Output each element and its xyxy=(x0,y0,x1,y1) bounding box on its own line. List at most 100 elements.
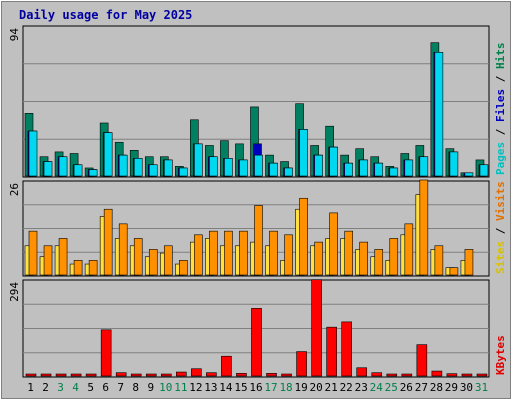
day-label: 22 xyxy=(340,381,353,394)
bar-pages xyxy=(88,169,98,177)
bar-pages xyxy=(299,129,308,177)
bar-pages xyxy=(389,167,399,177)
legend-entry: / xyxy=(494,69,507,89)
bar-pages xyxy=(449,151,459,177)
day-label: 28 xyxy=(430,381,443,394)
day-label: 7 xyxy=(117,381,124,394)
panel-ymax-label: 26 xyxy=(8,183,21,196)
legend-entry: Visits xyxy=(494,181,507,221)
day-label: 26 xyxy=(400,381,413,394)
legend-entry: / xyxy=(494,221,507,241)
bar-visits xyxy=(374,249,384,276)
panel-hits_files_pages: 94 Pages / Files / Hits xyxy=(8,25,507,178)
bar-kbytes xyxy=(236,373,247,377)
bar-pages xyxy=(28,130,38,177)
legend-entry: KBytes xyxy=(494,335,507,375)
bar-kbytes xyxy=(25,373,37,377)
day-label: 12 xyxy=(189,381,202,394)
bar-pages xyxy=(224,158,233,177)
bar-kbytes xyxy=(130,373,142,377)
day-label: 19 xyxy=(294,381,307,394)
bar-visits xyxy=(209,230,218,276)
bar-pages xyxy=(404,159,414,177)
bar-visits xyxy=(103,208,113,276)
bar-visits xyxy=(28,230,38,276)
bar-kbytes xyxy=(401,373,413,377)
day-label: 27 xyxy=(415,381,428,394)
bar-kbytes xyxy=(461,373,473,377)
bar-pages xyxy=(209,156,218,177)
bar-pages xyxy=(434,52,444,177)
bar-visits xyxy=(73,260,83,276)
bar-pages xyxy=(359,159,369,177)
bar-visits xyxy=(269,230,278,276)
bar-kbytes xyxy=(160,373,172,377)
day-label: 16 xyxy=(249,381,262,394)
bar-pages xyxy=(133,158,143,177)
bar-kbytes xyxy=(371,372,383,377)
bar-kbytes xyxy=(40,373,52,377)
bar-pages xyxy=(479,164,489,177)
panel-ymax-label: 294 xyxy=(8,282,21,302)
bar-pages xyxy=(43,161,53,177)
bar-visits xyxy=(43,245,53,276)
bar-kbytes xyxy=(55,373,67,377)
bar-pages xyxy=(179,167,188,177)
bar-kbytes xyxy=(341,321,352,377)
bar-pages xyxy=(464,172,474,177)
bar-pages xyxy=(329,146,338,177)
day-label: 4 xyxy=(72,381,79,394)
day-label: 23 xyxy=(355,381,368,394)
panel-legend: Pages / Files / Hits xyxy=(494,43,507,176)
legend-entry: / xyxy=(494,122,507,142)
bar-kbytes xyxy=(266,373,277,377)
bar-pages xyxy=(284,167,293,177)
bar-visits xyxy=(449,267,459,276)
bar-pages xyxy=(344,162,353,177)
day-label: 29 xyxy=(445,381,458,394)
day-label: 21 xyxy=(325,381,338,394)
bar-visits xyxy=(118,223,128,276)
bar-visits xyxy=(329,212,338,276)
bar-kbytes xyxy=(191,368,202,377)
panel-legend: Sites / Visits xyxy=(494,181,507,274)
day-axis-labels: 1 2 3 4 5 6 7 8 9 10 11 12 13 14 15 16 17 18 19 20 21 22 23 24 2… xyxy=(27,381,488,394)
bar-pages xyxy=(194,143,203,177)
bar-kbytes xyxy=(356,367,368,377)
bar-visits xyxy=(389,238,399,276)
chart-panels: 94 Pages / Files / Hits 26 Sites / Visits 29… xyxy=(8,25,507,378)
bar-kbytes xyxy=(251,308,262,377)
bar-visits xyxy=(179,260,188,276)
bar-kbytes xyxy=(115,372,127,377)
bar-kbytes xyxy=(100,329,112,377)
bar-pages xyxy=(148,164,158,177)
day-label: 1 xyxy=(27,381,34,394)
bar-pages xyxy=(163,159,173,177)
bar-visits xyxy=(254,205,263,276)
bar-visits xyxy=(239,230,248,276)
day-label: 17 xyxy=(264,381,277,394)
bar-pages xyxy=(103,132,113,177)
bar-visits xyxy=(224,230,233,276)
bar-pages xyxy=(374,162,384,177)
day-label: 8 xyxy=(132,381,139,394)
panel-kbytes: 294 KBytes xyxy=(8,279,507,378)
bar-visits xyxy=(133,238,143,276)
bar-pages xyxy=(419,156,429,177)
panel-ymax-label: 94 xyxy=(8,28,21,42)
day-label: 25 xyxy=(385,381,398,394)
bar-visits xyxy=(163,245,173,276)
bar-pages xyxy=(254,154,263,177)
day-label: 3 xyxy=(57,381,64,394)
day-label: 2 xyxy=(42,381,49,394)
day-label: 13 xyxy=(204,381,217,394)
bar-visits xyxy=(194,234,203,276)
day-label: 6 xyxy=(102,381,109,394)
bar-visits xyxy=(344,230,353,276)
bar-kbytes xyxy=(326,326,337,377)
day-label: 5 xyxy=(87,381,94,394)
bar-pages xyxy=(269,162,278,177)
bar-visits xyxy=(359,241,369,276)
bar-pages xyxy=(314,154,323,177)
